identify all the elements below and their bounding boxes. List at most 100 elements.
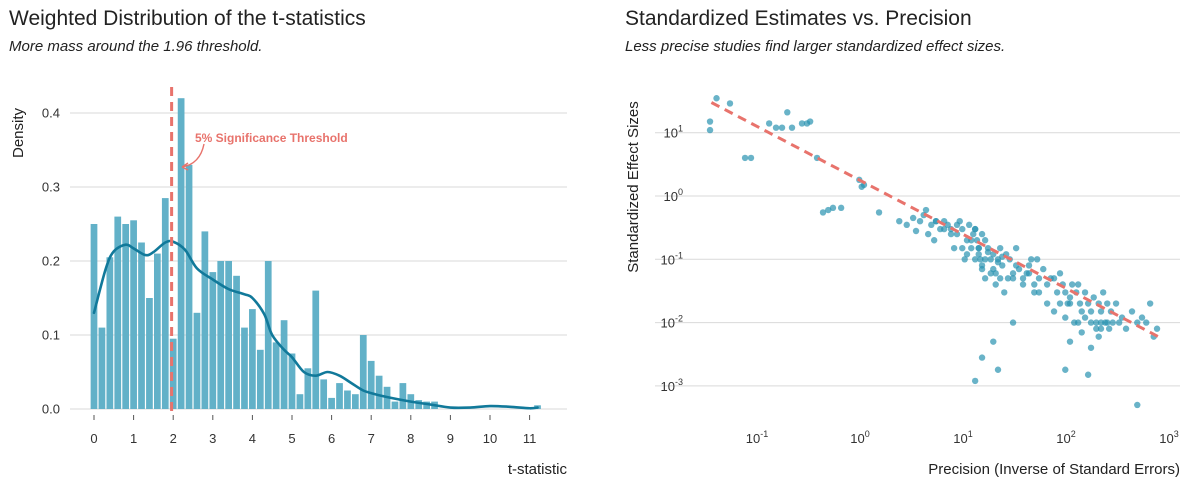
histogram-bar [138,242,145,409]
histogram-bar [225,261,232,409]
scatter-point [981,275,989,282]
trend-line [710,101,1160,338]
y-tick-label: 0.1 [42,328,60,343]
scatter-point [1087,308,1095,315]
scatter-point [994,366,1002,373]
scatter-point [1033,256,1041,263]
histogram-title: Weighted Distribution of the t-statistic… [9,7,366,30]
histogram-gridlines [70,112,567,410]
scatter-point [909,214,917,222]
scatter-point [970,230,977,238]
histogram-bar [161,198,169,409]
histogram-bar [90,224,98,409]
x-tick-label: 11 [523,431,537,446]
scatter-point [837,204,845,212]
histogram-bar [312,290,320,409]
x-tick-label: 2 [170,431,177,446]
scatter-point [922,206,930,214]
x-tick-label: 0 [90,431,97,446]
x-tick-label: 6 [328,431,335,446]
x-tick-label: 5 [288,431,295,446]
scatter-point [747,154,755,162]
scatter-point [1035,289,1043,296]
scatter-x-axis-label: Precision (Inverse of Standard Errors) [928,461,1180,478]
scatter-point [1050,275,1058,282]
histogram-bar [241,327,248,409]
scatter-point [1093,319,1100,326]
scatter-point [1099,289,1107,296]
scatter-panel: Standardized Estimates vs. Precision Les… [625,7,1180,478]
x-tick-label: 1 [130,431,137,446]
scatter-point [1134,319,1141,326]
scatter-point [1053,289,1061,296]
scatter-point [1090,294,1097,301]
scatter-point [896,217,903,225]
scatter-point [819,209,827,216]
scatter-point [978,265,986,273]
y-tick-label: 0.2 [42,254,60,269]
histogram-bar [201,231,209,409]
scatter-point [798,120,806,127]
scatter-point [963,251,971,258]
scatter-point [1062,366,1069,373]
scatter-point [1074,319,1082,326]
histogram-y-axis-label: Density [10,107,27,158]
scatter-point [713,95,720,102]
threshold-annotation-label: 5% Significance Threshold [195,131,348,145]
scatter-point [706,126,714,134]
scatter-point [1078,329,1085,336]
y-tick-label: 0.4 [42,106,60,121]
scatter-point [990,338,997,345]
scatter-point [1104,319,1111,326]
histogram-bar [423,401,430,409]
y-tick-label: 100 [664,187,683,204]
scatter-point [924,230,932,238]
scatter-point [1122,325,1130,332]
scatter-point [1062,289,1069,296]
scatter-point [1081,314,1089,321]
scatter-point [1035,275,1043,282]
histogram-bar [375,375,383,409]
scatter-point [932,217,940,225]
scatter-point [1009,270,1017,277]
histogram-bar [130,220,137,409]
histogram-bar [367,360,375,409]
y-tick-label: 0.3 [42,180,60,195]
scatter-point [903,221,910,229]
scatter-point [784,109,791,116]
histogram-bar [272,342,280,409]
scatter-point [765,120,773,127]
histogram-bar [185,164,193,409]
scatter-point [950,244,958,252]
scatter-point [994,258,1002,266]
histogram-bar [209,272,217,409]
scatter-point [978,354,986,361]
histogram-bar [336,383,343,409]
scatter-point [912,227,920,235]
scatter-point [1066,300,1074,307]
histogram-bars [90,98,541,409]
scatter-point [1087,319,1095,326]
histogram-x-ticks: 0 1 2 3 4 5 6 7 8 9 10 11 [90,415,536,446]
x-tick-label: 8 [407,431,414,446]
histogram-bar [114,216,122,409]
histogram-bar [352,394,359,409]
scatter-point [996,275,1004,282]
scatter-point [1056,270,1064,277]
scatter-point [1097,319,1105,326]
scatter-point [788,124,796,131]
scatter-point [1115,319,1123,326]
histogram-panel: Weighted Distribution of the t-statistic… [9,7,567,478]
scatter-point [1031,281,1038,288]
scatter-subtitle: Less precise studies find larger standar… [625,38,1005,55]
x-tick-label: 103 [1159,429,1178,446]
scatter-point [1066,294,1074,301]
scatter-point [971,256,979,263]
y-tick-label: 101 [664,124,683,141]
scatter-point [971,377,979,385]
x-tick-label: 4 [249,431,256,446]
scatter-point [1025,270,1033,277]
scatter-point [953,221,961,229]
scatter-point [1087,344,1095,351]
histogram-bar [217,261,225,409]
